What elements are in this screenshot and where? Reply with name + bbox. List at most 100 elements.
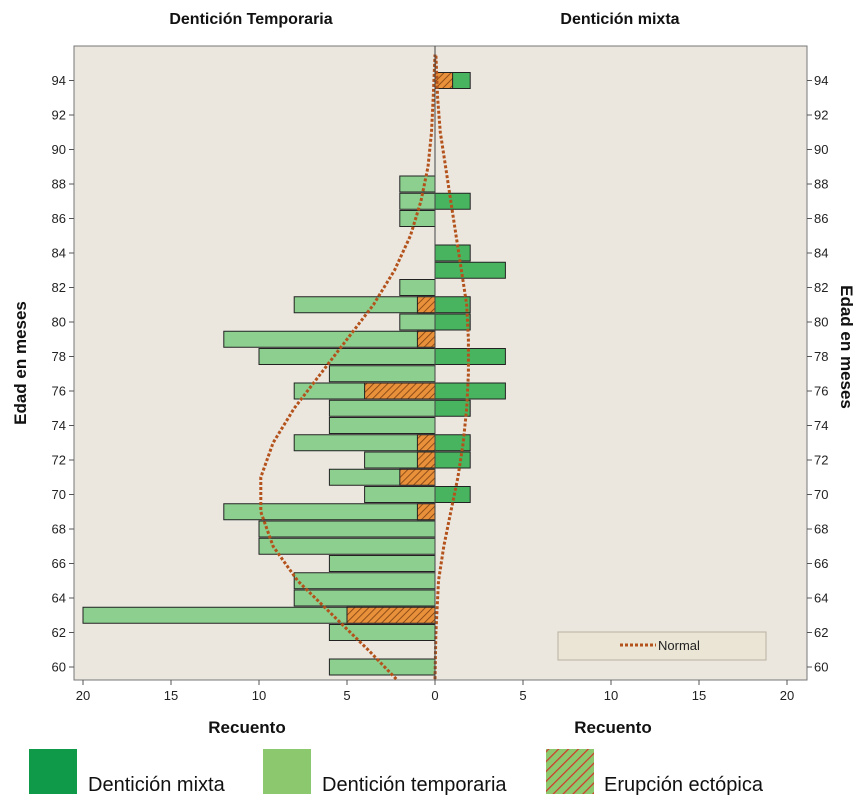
bar-mixta xyxy=(434,382,506,400)
y-tick-label-left: 70 xyxy=(52,487,66,502)
legend-swatch-ectopica xyxy=(546,749,594,794)
y-tick-label-left: 60 xyxy=(52,660,66,675)
bar-temporaria xyxy=(328,624,436,641)
normal-curves xyxy=(259,46,470,681)
y-tick-label-right: 82 xyxy=(814,280,828,295)
x-tick-label: 0 xyxy=(431,688,438,703)
bar-ectopica xyxy=(399,468,436,486)
bar-mixta xyxy=(434,261,506,279)
left-panel-title: Dentición Temporaria xyxy=(169,11,332,28)
y-tick-label-right: 66 xyxy=(814,556,828,571)
bar-temporaria xyxy=(293,434,436,452)
y-tick-label-left: 82 xyxy=(52,280,66,295)
legend-label-mixta: Dentición mixta xyxy=(88,774,226,796)
bars xyxy=(82,72,506,676)
right-x-axis-title: Recuento xyxy=(574,718,651,737)
normal-legend-box xyxy=(557,631,767,661)
bar-temporaria xyxy=(364,486,436,503)
y-tick-label-left: 72 xyxy=(52,453,66,468)
legend-swatch-temporaria xyxy=(263,749,311,794)
y-tick-label-right: 70 xyxy=(814,487,828,502)
bar-temporaria xyxy=(293,589,436,607)
bar-temporaria xyxy=(223,330,436,348)
bar-ectopica xyxy=(416,503,436,521)
y-tick-label-left: 80 xyxy=(52,315,66,330)
normal-legend: Normal xyxy=(557,631,767,661)
y-tick-label-right: 68 xyxy=(814,522,828,537)
y-tick-label-right: 64 xyxy=(814,591,828,606)
y-tick-label-left: 66 xyxy=(52,556,66,571)
y-tick-label-left: 94 xyxy=(52,73,66,88)
y-tick-label-left: 84 xyxy=(52,246,66,261)
y-tick-label-left: 74 xyxy=(52,418,66,433)
y-tick-label-right: 60 xyxy=(814,660,828,675)
bar-mixta xyxy=(434,244,471,262)
y-tick-label-left: 90 xyxy=(52,142,66,157)
bar-ectopica xyxy=(416,296,436,314)
y-tick-label-left: 78 xyxy=(52,349,66,364)
bar-temporaria xyxy=(293,572,436,590)
axis-ticks: 20 15 10 5 0 5 10 15 20 60 60 62 62 64 64 66 66 68 68 70 70 7… xyxy=(52,73,829,703)
y-tick-label-right: 72 xyxy=(814,453,828,468)
normal-curve-right xyxy=(433,54,470,680)
bar-temporaria xyxy=(328,365,436,383)
y-tick-label-right: 94 xyxy=(814,73,828,88)
y-tick-label-right: 90 xyxy=(814,142,828,157)
legend-label-temporaria: Dentición temporaria xyxy=(322,774,507,796)
bar-temporaria xyxy=(293,296,436,314)
bar-temporaria xyxy=(399,175,436,193)
y-tick-label-right: 92 xyxy=(814,108,828,123)
bar-mixta xyxy=(434,451,471,469)
bar-temporaria xyxy=(328,555,436,572)
bar-temporaria xyxy=(328,658,436,676)
y-tick-label-left: 64 xyxy=(52,591,66,606)
bar-ectopica xyxy=(416,330,436,348)
x-tick-label: 10 xyxy=(252,688,266,703)
y-tick-label-right: 84 xyxy=(814,246,828,261)
y-tick-label-right: 62 xyxy=(814,625,828,640)
y-tick-label-left: 62 xyxy=(52,625,66,640)
legend-swatch-mixta xyxy=(29,749,77,794)
y-tick-label-right: 78 xyxy=(814,349,828,364)
x-tick-label: 20 xyxy=(780,688,794,703)
y-tick-label-left: 68 xyxy=(52,522,66,537)
bar-mixta xyxy=(434,313,471,331)
left-x-axis-title: Recuento xyxy=(208,718,285,737)
y-tick-label-left: 86 xyxy=(52,211,66,226)
bar-temporaria xyxy=(223,503,436,521)
y-tick-label-right: 76 xyxy=(814,384,828,399)
x-tick-label: 20 xyxy=(76,688,90,703)
y-tick-label-right: 80 xyxy=(814,315,828,330)
bar-mixta xyxy=(434,348,506,365)
y-tick-label-right: 74 xyxy=(814,418,828,433)
bar-temporaria xyxy=(399,192,436,210)
bar-ectopica xyxy=(416,451,436,469)
bar-temporaria xyxy=(328,417,436,434)
bar-ectopica xyxy=(416,434,436,452)
bottom-legend: Dentición mixta Dentición temporaria Eru… xyxy=(29,749,764,796)
bar-temporaria xyxy=(258,348,436,365)
y-tick-label-left: 76 xyxy=(52,384,66,399)
bar-temporaria xyxy=(258,520,436,538)
x-tick-label: 5 xyxy=(519,688,526,703)
right-y-axis-title: Edad en meses xyxy=(837,285,856,409)
bar-temporaria xyxy=(399,279,436,296)
bar-temporaria xyxy=(399,313,436,331)
normal-legend-label: Normal xyxy=(658,638,700,653)
x-tick-label: 10 xyxy=(604,688,618,703)
y-tick-label-right: 86 xyxy=(814,211,828,226)
y-tick-label-right: 88 xyxy=(814,177,828,192)
bar-ectopica xyxy=(364,382,436,400)
x-tick-label: 15 xyxy=(164,688,178,703)
right-panel-title: Dentición mixta xyxy=(560,11,679,28)
bar-temporaria xyxy=(328,399,436,417)
bar-ectopica xyxy=(346,606,436,624)
y-tick-label-left: 88 xyxy=(52,177,66,192)
y-tick-label-left: 92 xyxy=(52,108,66,123)
x-tick-label: 15 xyxy=(692,688,706,703)
bar-temporaria xyxy=(258,537,436,555)
legend-label-ectopica: Erupción ectópica xyxy=(604,774,764,796)
bar-mixta xyxy=(434,434,471,452)
left-y-axis-title: Edad en meses xyxy=(11,301,30,425)
